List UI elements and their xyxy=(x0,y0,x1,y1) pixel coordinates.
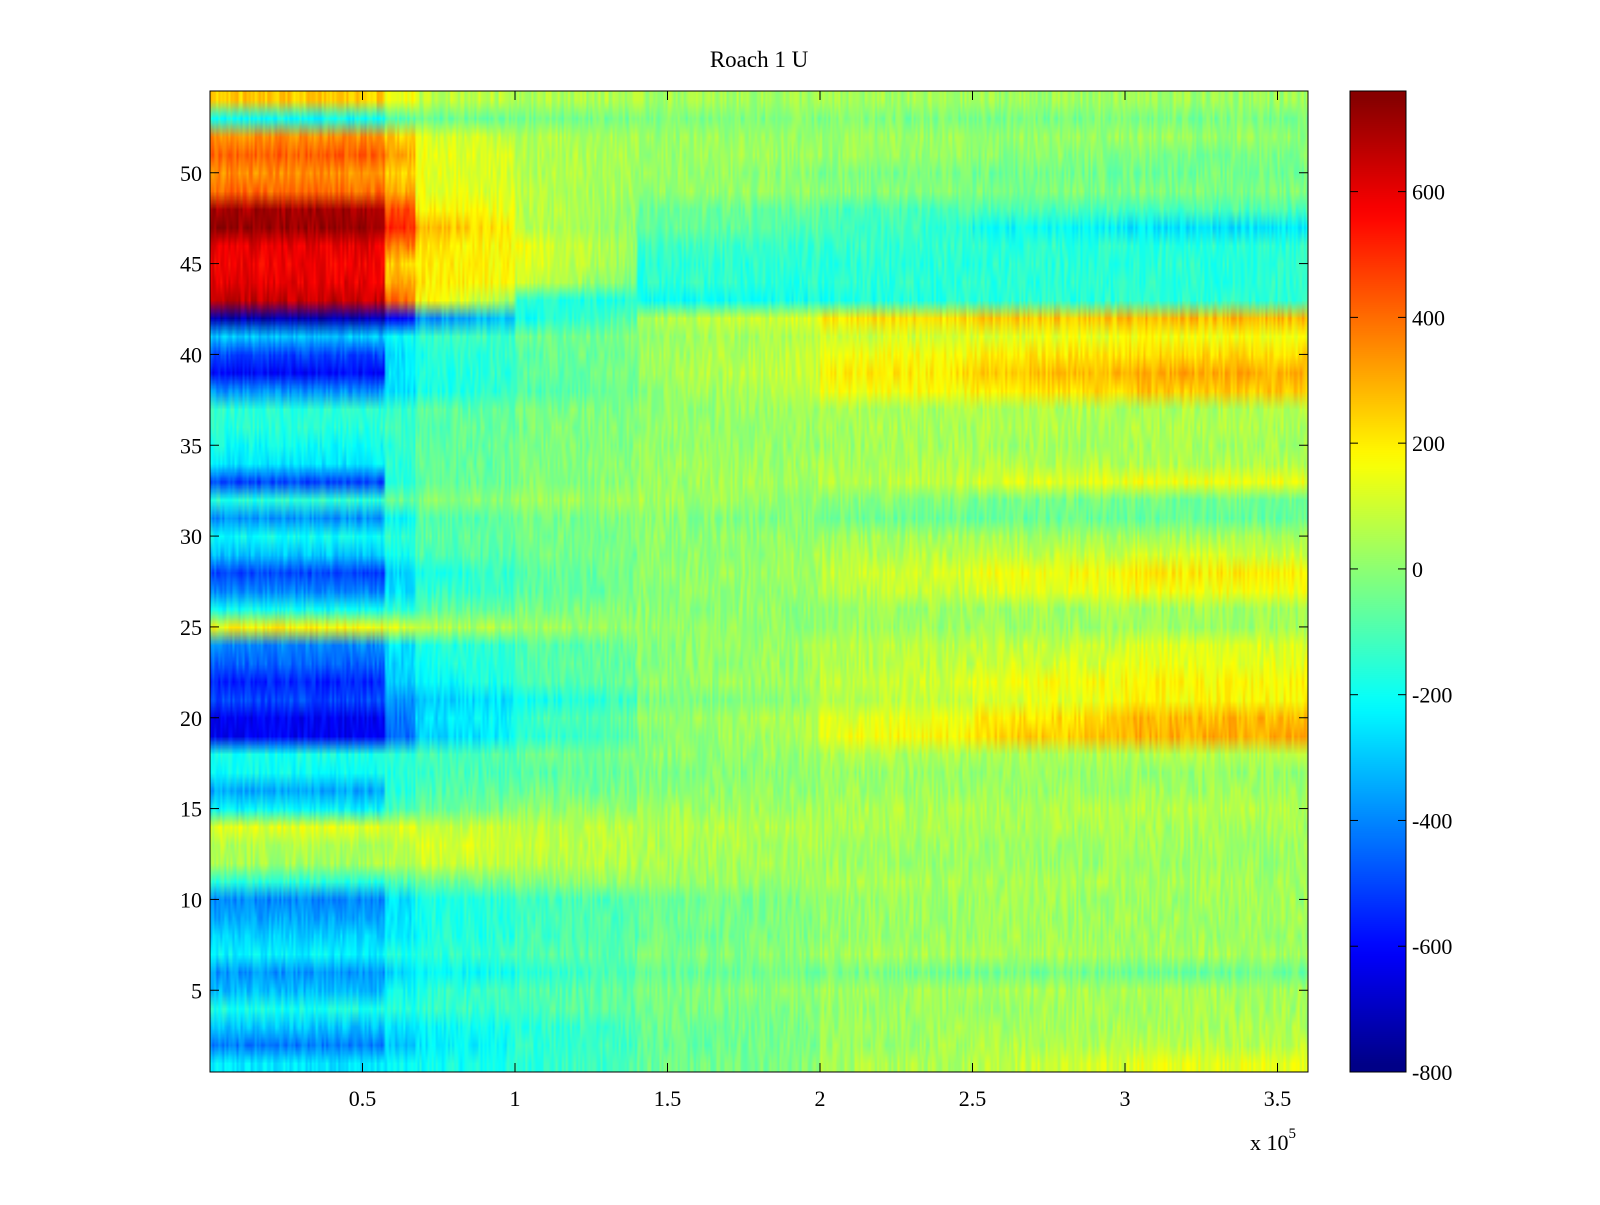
y-tick-label: 50 xyxy=(180,161,202,186)
colorbar-frame xyxy=(1349,90,1407,1073)
x-multiplier-exponent: 5 xyxy=(1289,1126,1297,1142)
heatmap-cells xyxy=(210,91,1308,1072)
x-axis: 0.5 1 1.5 2 2.5 3 3.5 xyxy=(349,91,1292,1111)
colorbar-tick-label: -600 xyxy=(1412,934,1452,959)
x-tick-label: 2 xyxy=(815,1086,826,1111)
x-tick-label: 2.5 xyxy=(959,1086,987,1111)
y-tick-label: 15 xyxy=(180,797,202,822)
y-tick-label: 10 xyxy=(180,887,202,912)
y-tick-label: 5 xyxy=(191,978,202,1003)
y-axis: 5 10 15 20 25 30 35 40 45 50 xyxy=(180,161,1308,1003)
colorbar: 600 400 200 0 -200 -400 -600 -800 xyxy=(1349,90,1452,1085)
x-tick-label: 3.5 xyxy=(1264,1086,1292,1111)
colorbar-tick-label: 200 xyxy=(1412,431,1445,456)
x-tick-label: 3 xyxy=(1120,1086,1131,1111)
y-tick-label: 20 xyxy=(180,706,202,731)
colorbar-tick-label: 400 xyxy=(1412,305,1445,330)
x-multiplier-base: x 10 xyxy=(1250,1130,1289,1155)
y-tick-label: 40 xyxy=(180,342,202,367)
y-tick-label: 45 xyxy=(180,252,202,277)
y-tick-label: 35 xyxy=(180,433,202,458)
colorbar-tick-label: -400 xyxy=(1412,808,1452,833)
colorbar-tick-label: -200 xyxy=(1412,683,1452,708)
y-tick-label: 30 xyxy=(180,524,202,549)
x-tick-label: 1.5 xyxy=(654,1086,682,1111)
colorbar-tick-label: 0 xyxy=(1412,557,1423,582)
colorbar-tick-label: -800 xyxy=(1412,1060,1452,1085)
plot-frame xyxy=(209,90,1309,1073)
x-tick-label: 1 xyxy=(510,1086,521,1111)
colorbar-tick-label: 600 xyxy=(1412,180,1445,205)
x-tick-label: 0.5 xyxy=(349,1086,377,1111)
colorbar-gradient xyxy=(1350,91,1406,1072)
heatmap-plot-area xyxy=(209,90,1309,1073)
chart-title: Roach 1 U xyxy=(710,47,809,72)
y-tick-label: 25 xyxy=(180,615,202,640)
x-axis-multiplier: x 105 xyxy=(1250,1126,1296,1155)
colorbar-ticks: 600 400 200 0 -200 -400 -600 -800 xyxy=(1350,180,1452,1085)
